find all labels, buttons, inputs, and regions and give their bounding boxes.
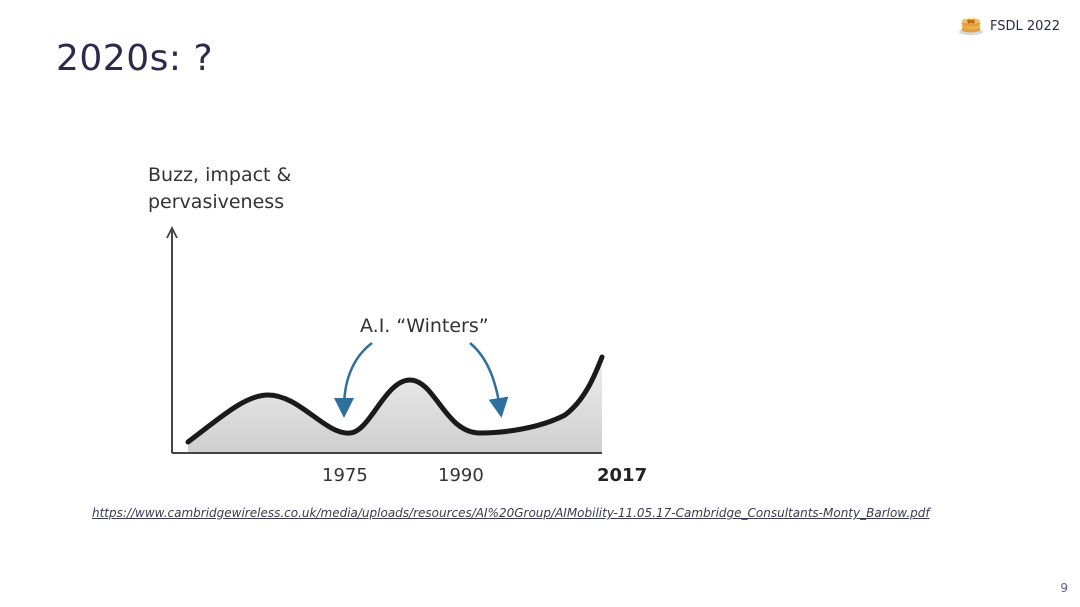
page-number: 9 — [1060, 581, 1068, 595]
y-axis-arrowhead — [166, 225, 178, 239]
y-axis-label-line2: pervasiveness — [148, 191, 284, 213]
brand-label: FSDL 2022 — [990, 18, 1060, 34]
x-tick-label-1990: 1990 — [438, 465, 484, 486]
y-axis-label-line1: Buzz, impact & — [148, 164, 292, 186]
slide-title: 2020s: ? — [56, 38, 214, 79]
x-tick-label-1975: 1975 — [322, 465, 368, 486]
x-tick-label-2017: 2017 — [597, 465, 647, 486]
curve-area — [188, 357, 602, 452]
pancakes-icon — [958, 12, 984, 40]
hype-curve — [185, 354, 605, 445]
source-link[interactable]: https://www.cambridgewireless.co.uk/medi… — [92, 506, 930, 520]
winters-annotation: A.I. “Winters” — [360, 315, 489, 337]
winter-arrow-right — [469, 342, 509, 418]
winter-arrow-left — [334, 342, 373, 418]
ai-winters-figure: Buzz, impact & pervasiveness A.I. “Winte… — [140, 150, 660, 490]
brand-badge: FSDL 2022 — [958, 12, 1060, 40]
